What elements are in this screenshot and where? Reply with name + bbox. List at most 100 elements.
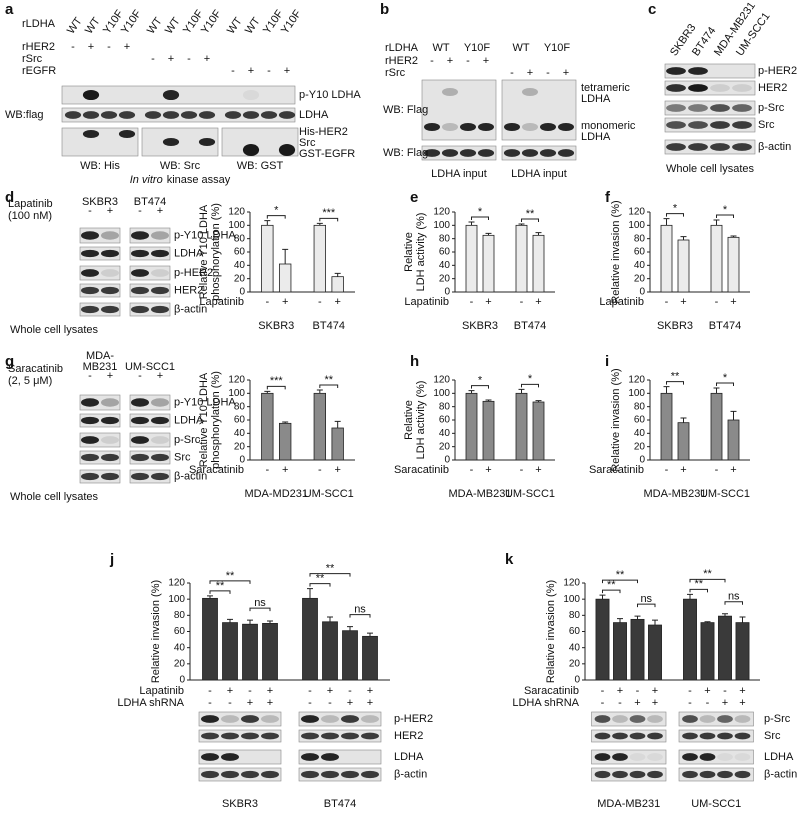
bar	[342, 630, 358, 681]
blot-band	[423, 149, 441, 157]
blot-band	[699, 732, 716, 740]
sign: -	[208, 697, 212, 709]
lane-label: Y10F	[544, 42, 571, 54]
error-bar	[307, 588, 313, 599]
row-label: rEGFR	[22, 65, 56, 77]
group-label: BT474	[709, 320, 741, 332]
blot-band	[504, 123, 520, 131]
y-axis-label: LDH activity (%)	[415, 381, 427, 460]
significance-bracket	[689, 588, 708, 593]
blot-band	[558, 123, 574, 131]
blot-band	[710, 143, 730, 151]
band-label: p-HER2	[758, 65, 797, 77]
lane-label: Y10F	[199, 8, 224, 37]
blot-band	[241, 770, 259, 779]
significance-bracket	[602, 589, 621, 594]
bar	[313, 224, 326, 293]
y-tick-label: 20	[234, 273, 246, 284]
blot-strip	[198, 749, 282, 765]
significance-bracket	[319, 217, 339, 222]
y-tick-label: 100	[168, 594, 185, 605]
blot-strip	[298, 749, 382, 765]
y-tick-label: 40	[234, 260, 246, 271]
significance: **	[671, 371, 680, 383]
blot-band	[101, 231, 119, 240]
band-label: Src	[174, 451, 191, 463]
sign: +	[204, 53, 210, 65]
significance: *	[274, 205, 279, 217]
sign: +	[327, 685, 333, 697]
significance: **	[703, 568, 712, 580]
sign: +	[248, 65, 254, 77]
significance: ns	[354, 604, 366, 616]
group-label: SKBR3	[222, 798, 258, 810]
y-axis-label: Relative	[403, 400, 415, 440]
y-tick-label: 60	[234, 247, 246, 258]
row-label: rSrc	[385, 67, 406, 79]
blot-band	[151, 453, 169, 462]
significance: ***	[270, 375, 284, 387]
sign: +	[652, 685, 658, 697]
bar	[278, 263, 292, 293]
blot-band	[101, 286, 119, 295]
panel-letter: j	[109, 551, 114, 568]
y-tick-label: 100	[433, 388, 450, 399]
significance: **	[324, 374, 333, 386]
band-label: HER2	[758, 82, 787, 94]
blot-band	[647, 770, 663, 779]
cell-line: SKBR3	[82, 196, 118, 208]
blot-strip	[664, 63, 756, 79]
error-bar	[282, 421, 289, 424]
bar	[710, 392, 723, 461]
blot-band	[666, 84, 686, 92]
treatment-label: Lapatinib	[139, 685, 184, 697]
treatment-label: Lapatinib	[8, 198, 53, 210]
blot-band	[81, 453, 99, 462]
blot-band	[478, 123, 494, 131]
band-label: p-Src	[174, 434, 201, 446]
blot-band	[301, 732, 319, 740]
y-axis-label: Relative Y10 LDHA	[198, 204, 210, 299]
bar	[677, 239, 690, 293]
group-label: BT474	[324, 798, 356, 810]
error-bar	[680, 236, 687, 240]
blot-strip	[678, 749, 754, 765]
error-bar	[367, 632, 373, 637]
sign: +	[247, 697, 253, 709]
treatment-label: Saracatinib	[589, 464, 644, 476]
sign: -	[715, 296, 719, 308]
blot-band	[361, 715, 379, 723]
blot-band	[151, 416, 169, 425]
blot-band	[647, 732, 663, 740]
y-tick-label: 100	[563, 594, 580, 605]
treatment-label: Saracatinib	[189, 464, 244, 476]
blot-band	[612, 753, 628, 761]
blot-band	[82, 130, 100, 138]
sign: -	[328, 697, 332, 709]
blot-band	[301, 753, 319, 761]
error-bar	[468, 221, 475, 226]
blot-strip	[678, 729, 754, 743]
treatment-label: (2, 5 μM)	[8, 375, 52, 387]
blot-band	[131, 249, 149, 258]
y-tick-label: 60	[634, 415, 646, 426]
blot-band	[151, 269, 169, 277]
blot-strip	[664, 100, 756, 116]
blot-band	[144, 111, 162, 119]
bar	[648, 624, 662, 681]
sign: -	[618, 697, 622, 709]
blot-band	[734, 753, 751, 761]
y-tick-label: 80	[234, 401, 246, 412]
sign: +	[367, 685, 373, 697]
error-bar	[535, 232, 542, 236]
group-label: MDA-MB231	[644, 488, 707, 500]
y-tick-label: 40	[634, 260, 646, 271]
blot-band	[118, 111, 136, 119]
significance: ns	[728, 591, 740, 603]
bar	[331, 427, 344, 461]
band-label: monomeric	[581, 120, 636, 132]
row-label: rHER2	[22, 41, 55, 53]
caption: LDHA input	[431, 168, 487, 180]
blot-band	[221, 715, 239, 723]
bar	[331, 276, 344, 293]
